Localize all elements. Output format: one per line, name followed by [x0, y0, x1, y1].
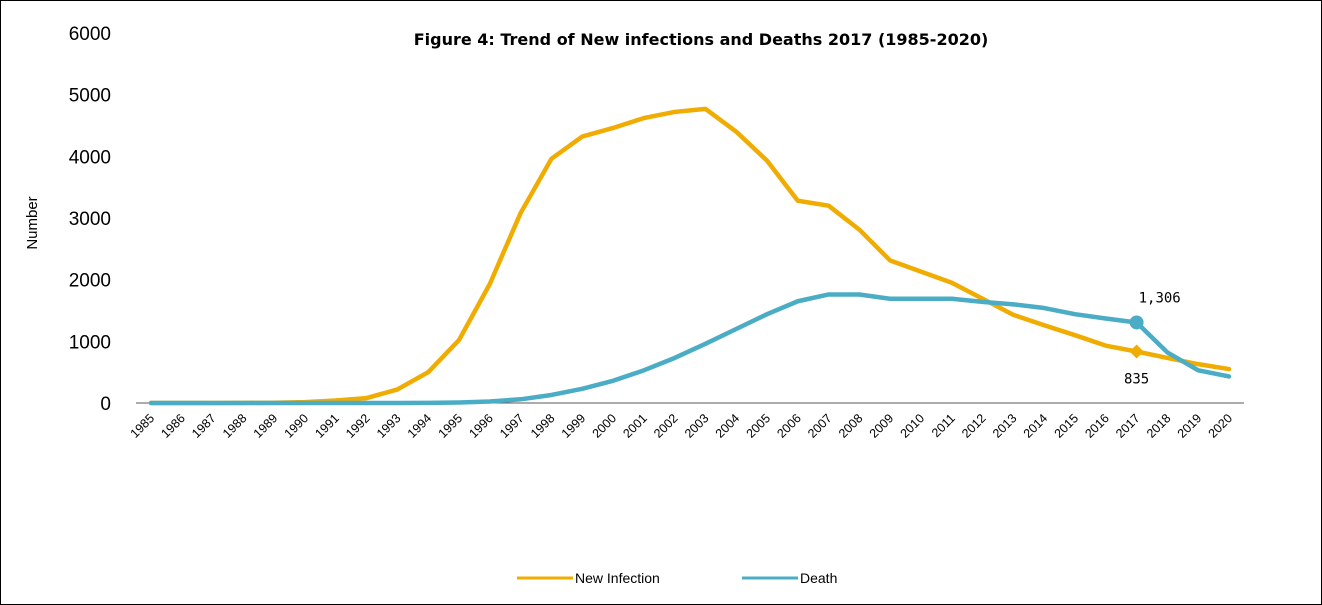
x-tick-label: 2015 — [1052, 411, 1082, 441]
x-tick-label: 1992 — [343, 411, 373, 441]
x-tick-label: 2018 — [1144, 411, 1174, 441]
series-line-death — [148, 292, 1232, 406]
x-tick-label: 1994 — [405, 411, 435, 441]
y-tick-label: 1000 — [69, 332, 111, 353]
y-tick-label: 5000 — [69, 86, 111, 107]
x-tick-label: 2001 — [620, 411, 650, 441]
legend-label-death: Death — [800, 570, 837, 586]
x-tick-label: 1996 — [466, 411, 496, 441]
x-tick-label: 2008 — [836, 411, 866, 441]
y-tick-label: 6000 — [69, 24, 111, 45]
y-tick-label: 0 — [100, 394, 111, 415]
x-tick-label: 1995 — [436, 411, 466, 441]
x-tick-label: 1985 — [128, 411, 158, 441]
x-tick-label: 1990 — [282, 411, 312, 441]
x-tick-label: 2017 — [1113, 411, 1143, 441]
x-tick-label: 1988 — [220, 411, 250, 441]
data-label-new-infection: 835 — [1124, 372, 1149, 388]
x-tick-label: 1993 — [374, 411, 404, 441]
x-tick-label: 2000 — [590, 411, 620, 441]
y-tick-label: 2000 — [69, 271, 111, 292]
y-tick-label: 3000 — [69, 209, 111, 230]
x-tick-label: 2009 — [867, 411, 897, 441]
data-label-death: 1,306 — [1139, 290, 1181, 306]
x-tick-label: 2011 — [929, 411, 958, 440]
legend: New Infection Death — [517, 570, 837, 586]
y-axis-label: Number — [24, 196, 41, 249]
x-tick-label: 1987 — [189, 411, 219, 441]
x-axis-ticks: 1985 1986 1987 1988 1989 1990 1991 1992 1993 1994… — [128, 411, 1236, 441]
x-tick-label: 2014 — [1021, 411, 1051, 441]
series-layer — [148, 106, 1232, 406]
x-tick-label: 2007 — [805, 411, 835, 441]
series-line-new-infection — [148, 106, 1232, 406]
x-tick-label: 1999 — [559, 411, 589, 441]
x-tick-label: 2012 — [959, 411, 989, 441]
x-tick-label: 2010 — [898, 411, 928, 441]
x-tick-label: 1989 — [251, 411, 281, 441]
x-tick-label: 2013 — [990, 411, 1020, 441]
x-tick-label: 2003 — [682, 411, 712, 441]
annotation-layer: 1,306 835 — [1124, 290, 1181, 387]
data-point-marker-death — [1129, 315, 1144, 330]
x-tick-label: 2006 — [774, 411, 804, 441]
chart-title: Figure 4: Trend of New infections and De… — [414, 30, 989, 49]
x-tick-label: 2002 — [651, 411, 681, 441]
x-tick-label: 2004 — [713, 411, 743, 441]
x-tick-label: 1986 — [158, 411, 188, 441]
x-tick-label: 2019 — [1175, 411, 1205, 441]
legend-label-new-infection: New Infection — [575, 570, 660, 586]
data-point-marker-new-infection — [1129, 344, 1144, 359]
x-tick-label: 1997 — [497, 411, 527, 441]
y-tick-label: 4000 — [69, 147, 111, 168]
x-tick-label: 1998 — [528, 411, 558, 441]
x-tick-label: 2005 — [744, 411, 774, 441]
x-tick-label: 2016 — [1082, 411, 1112, 441]
x-tick-label: 2020 — [1206, 411, 1236, 441]
x-tick-label: 1991 — [312, 411, 342, 441]
y-axis-ticks: 0 1000 2000 3000 4000 5000 6000 — [69, 24, 111, 415]
